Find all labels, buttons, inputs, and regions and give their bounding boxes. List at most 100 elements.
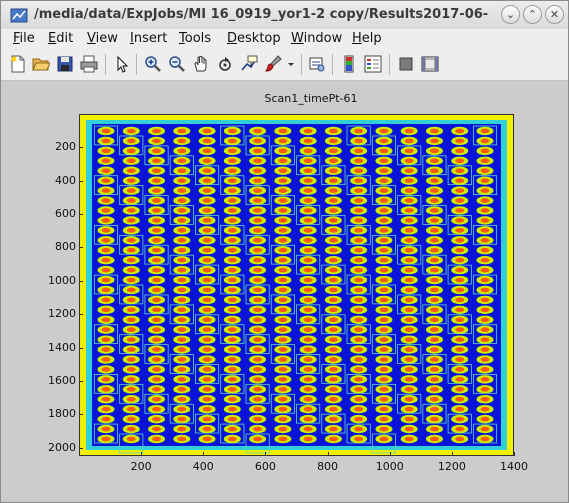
- colony-spot-core: [202, 218, 212, 223]
- colony-spot-core: [152, 337, 162, 343]
- zoom-out-icon[interactable]: [168, 55, 186, 73]
- colony-spot-core: [227, 178, 237, 184]
- colony-spot-core: [253, 237, 263, 243]
- maximize-button[interactable]: ⌃: [523, 5, 542, 24]
- colony-spot-core: [253, 178, 263, 184]
- minimize-button[interactable]: ⌄: [501, 5, 520, 24]
- print-figure-icon[interactable]: [80, 55, 98, 73]
- colony-spot-core: [227, 396, 237, 402]
- colony-spot-core: [354, 168, 364, 174]
- colony-spot-core: [303, 247, 313, 253]
- plot-title: Scan1_timePt-61: [264, 92, 358, 105]
- y-tick-mark: [79, 314, 83, 316]
- menu-file[interactable]: File: [13, 31, 35, 46]
- menu-window-label: Window: [291, 31, 343, 46]
- colony-spot-core: [152, 247, 162, 253]
- colony-spot-core: [227, 188, 237, 194]
- x-tick-mark: [141, 452, 143, 456]
- colony-spot-core: [278, 396, 288, 402]
- menu-tools[interactable]: Tools: [179, 31, 211, 46]
- show-plot-tools-icon[interactable]: [421, 55, 439, 73]
- colony-spot-core: [404, 426, 414, 432]
- rotate-3d-icon[interactable]: [216, 55, 234, 73]
- colony-spot-core: [202, 406, 212, 412]
- menu-view[interactable]: View: [87, 31, 118, 46]
- colony-spot-core: [303, 317, 313, 323]
- colony-spot-core: [455, 376, 465, 382]
- y-tick-mark: [79, 247, 83, 249]
- colony-spot-core: [202, 128, 212, 134]
- colony-spot-core: [429, 357, 439, 362]
- colony-spot-core: [480, 436, 490, 442]
- new-figure-icon[interactable]: [9, 55, 27, 73]
- colony-spot-core: [328, 396, 338, 402]
- colony-spot-core: [152, 357, 162, 362]
- zoom-in-icon[interactable]: [144, 55, 162, 73]
- colony-spot-core: [126, 317, 136, 323]
- menu-view-label: View: [87, 31, 118, 46]
- colony-spot-core: [404, 396, 414, 402]
- insert-colorbar-icon[interactable]: [340, 55, 358, 73]
- colony-spot-core: [101, 267, 111, 273]
- colony-spot-core: [202, 357, 212, 362]
- y-tick-label: 1600: [48, 373, 76, 387]
- colony-spot-core: [354, 218, 364, 223]
- colony-spot-core: [379, 297, 389, 303]
- menu-edit[interactable]: Edit: [48, 31, 73, 46]
- close-button[interactable]: ✕: [545, 5, 564, 24]
- colony-spot-core: [455, 327, 465, 333]
- colony-spot-core: [177, 168, 187, 174]
- colony-spot-core: [354, 376, 364, 382]
- colony-spot-core: [101, 426, 111, 432]
- colony-spot-core: [455, 138, 465, 144]
- save-figure-icon[interactable]: [56, 55, 74, 73]
- colony-spot-core: [202, 198, 212, 203]
- colony-spot-core: [126, 277, 136, 283]
- menu-help[interactable]: Help: [352, 31, 382, 46]
- colony-spot-core: [253, 317, 263, 323]
- pan-icon[interactable]: [192, 55, 210, 73]
- colony-spot-core: [152, 386, 162, 392]
- x-tick-label: 1400: [500, 460, 528, 473]
- colony-spot-core: [202, 247, 212, 253]
- hide-plot-tools-icon[interactable]: [397, 55, 415, 73]
- title-bar[interactable]: /media/data/ExpJobs/MI 16_0919_yor1-2 co…: [1, 1, 568, 30]
- colony-spot-core: [328, 297, 338, 303]
- colony-spot-core: [227, 158, 237, 164]
- x-tick-label: 400: [192, 460, 214, 473]
- colony-spot-core: [101, 287, 111, 293]
- colony-intensity-image[interactable]: [80, 115, 513, 455]
- menu-desktop[interactable]: Desktop: [227, 31, 281, 46]
- colony-spot-core: [303, 327, 313, 333]
- colony-spot-core: [227, 218, 237, 223]
- colony-spot-core: [126, 347, 136, 352]
- colony-spot-core: [480, 208, 490, 213]
- colony-spot-core: [404, 208, 414, 213]
- colony-spot-core: [126, 386, 136, 392]
- colony-spot-core: [227, 376, 237, 382]
- menu-insert[interactable]: Insert: [130, 31, 167, 46]
- colony-spot-core: [278, 307, 288, 313]
- colony-spot-core: [126, 327, 136, 333]
- colony-spot-core: [278, 426, 288, 432]
- edit-plot-icon[interactable]: [113, 55, 131, 73]
- colony-spot-core: [126, 168, 136, 174]
- colony-spot-core: [177, 386, 187, 392]
- image-axes[interactable]: [79, 114, 514, 456]
- colony-spot-core: [354, 257, 364, 263]
- brush-dropdown-icon[interactable]: [286, 55, 296, 73]
- colony-spot-core: [253, 208, 263, 213]
- data-cursor-icon[interactable]: [240, 55, 258, 73]
- open-file-icon[interactable]: [32, 55, 50, 73]
- colony-spot-core: [404, 357, 414, 362]
- colony-spot-core: [328, 386, 338, 392]
- colony-spot-core: [101, 148, 111, 154]
- colony-spot-core: [429, 376, 439, 382]
- link-plot-icon[interactable]: [308, 55, 326, 73]
- colony-spot-core: [429, 317, 439, 323]
- colony-spot-core: [101, 188, 111, 194]
- brush-icon[interactable]: [264, 55, 282, 73]
- x-tick-label: 200: [130, 460, 152, 473]
- menu-window[interactable]: Window: [291, 31, 342, 46]
- insert-legend-icon[interactable]: [364, 55, 382, 73]
